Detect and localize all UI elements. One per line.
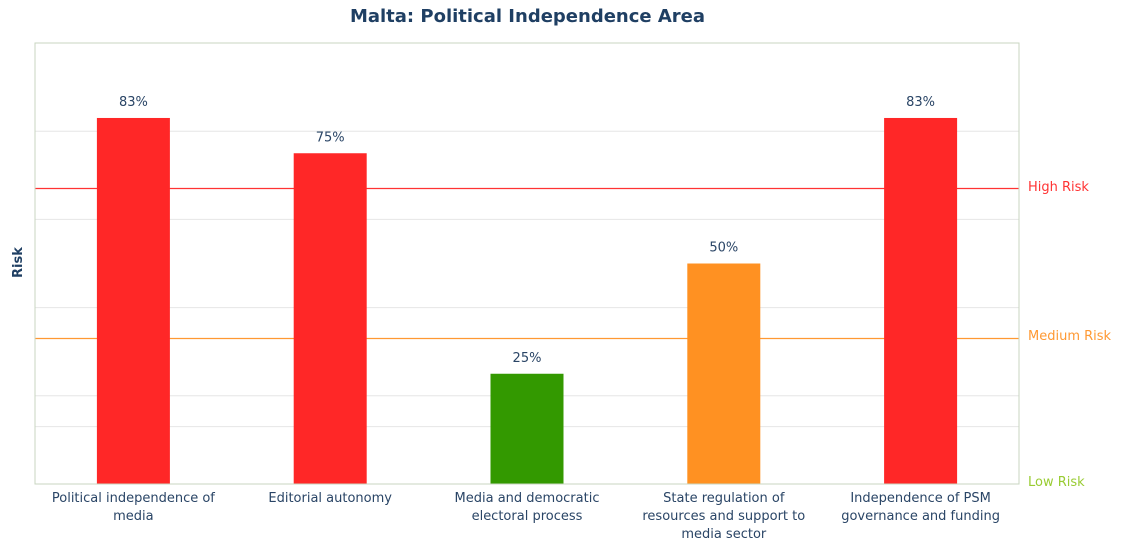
x-tick-label: Editorial autonomy [268,491,392,506]
chart-title: Malta: Political Independence Area [349,6,706,27]
data-label: 83% [906,95,935,110]
bar [490,373,564,484]
data-label: 83% [119,95,148,110]
bar [293,153,367,484]
risk-level-label: Low Risk [1028,475,1085,490]
bar [884,117,958,484]
x-tick-label: Media and democratic electoral process [454,491,600,524]
data-label: 50% [709,241,738,256]
data-label: 25% [513,351,542,366]
x-tick-label: Independence of PSM governance and fundi… [841,491,1000,524]
risk-level-label: Medium Risk [1028,329,1112,345]
x-tick-label: State regulation of resources and suppor… [642,491,806,542]
bar [96,117,170,484]
data-label: 75% [316,130,345,145]
risk-level-label: High Risk [1028,179,1089,195]
bar [687,263,761,484]
x-tick-label: Political independence of media [51,491,215,524]
plot-frame [34,42,1020,485]
